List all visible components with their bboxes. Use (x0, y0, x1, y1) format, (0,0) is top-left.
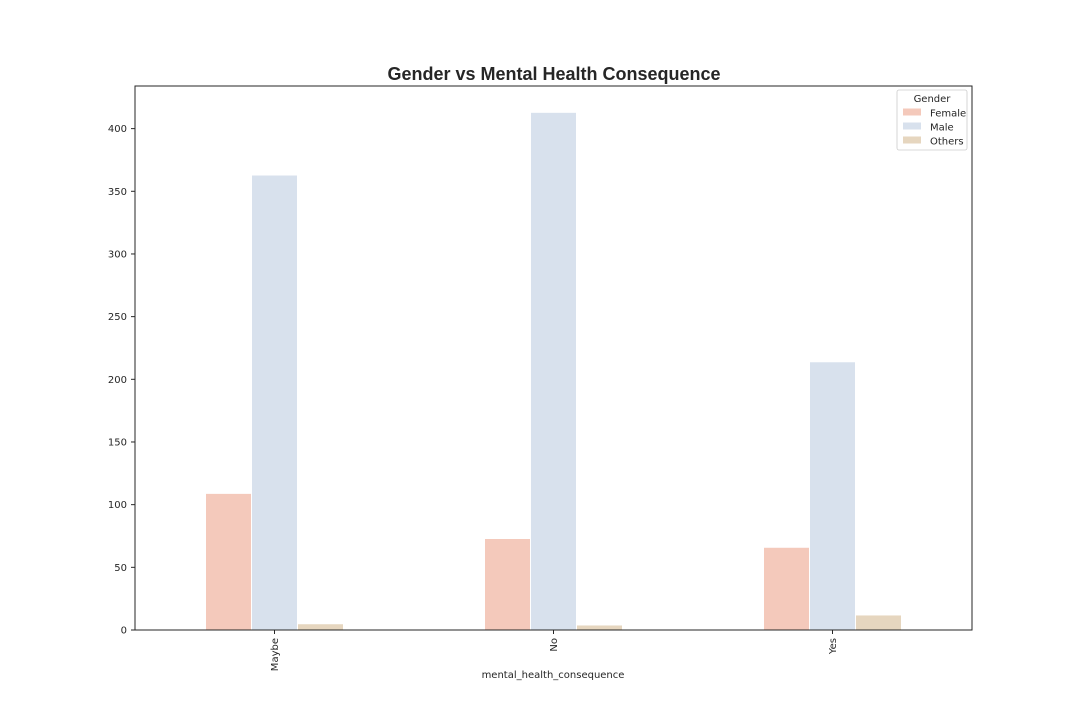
bar-others-maybe (297, 623, 344, 631)
bar-female-maybe (205, 492, 252, 631)
legend-label-others: Others (930, 137, 964, 148)
x-tick-label: Yes (828, 638, 839, 655)
legend-label-female: Female (930, 109, 966, 120)
legend-label-male: Male (930, 123, 954, 134)
x-tick-label: Maybe (270, 638, 281, 671)
y-tick-label: 0 (121, 626, 127, 637)
legend-title: Gender (914, 94, 952, 105)
y-tick-label: 200 (108, 375, 127, 386)
legend-swatch-female (903, 108, 921, 116)
bar-female-no (484, 537, 531, 631)
legend-swatch-male (903, 122, 921, 130)
x-axis: Maybe No Yes (270, 630, 839, 671)
legend: Gender Female Male Others (896, 89, 968, 151)
bar-others-no (576, 624, 623, 631)
y-tick-label: 50 (114, 563, 127, 574)
y-tick-label: 400 (108, 124, 127, 135)
legend-swatch-others (903, 136, 921, 144)
y-tick-label: 250 (108, 312, 127, 323)
bar-others-yes (855, 614, 902, 631)
y-tick-label: 300 (108, 249, 127, 260)
bar-male-yes (809, 361, 856, 631)
chart-title: Gender vs Mental Health Consequence (387, 64, 720, 84)
legend-frame (896, 89, 968, 151)
bar-male-no (530, 111, 577, 631)
y-tick-label: 150 (108, 437, 127, 448)
y-tick-label: 350 (108, 187, 127, 198)
y-tick-label: 100 (108, 500, 127, 511)
y-axis: 0 50 100 150 200 250 300 350 400 (108, 124, 135, 637)
x-tick-label: No (549, 638, 560, 652)
bars-group (205, 111, 902, 631)
bar-male-maybe (251, 174, 298, 631)
bar-female-yes (763, 546, 810, 631)
x-axis-label: mental_health_consequence (482, 670, 625, 681)
